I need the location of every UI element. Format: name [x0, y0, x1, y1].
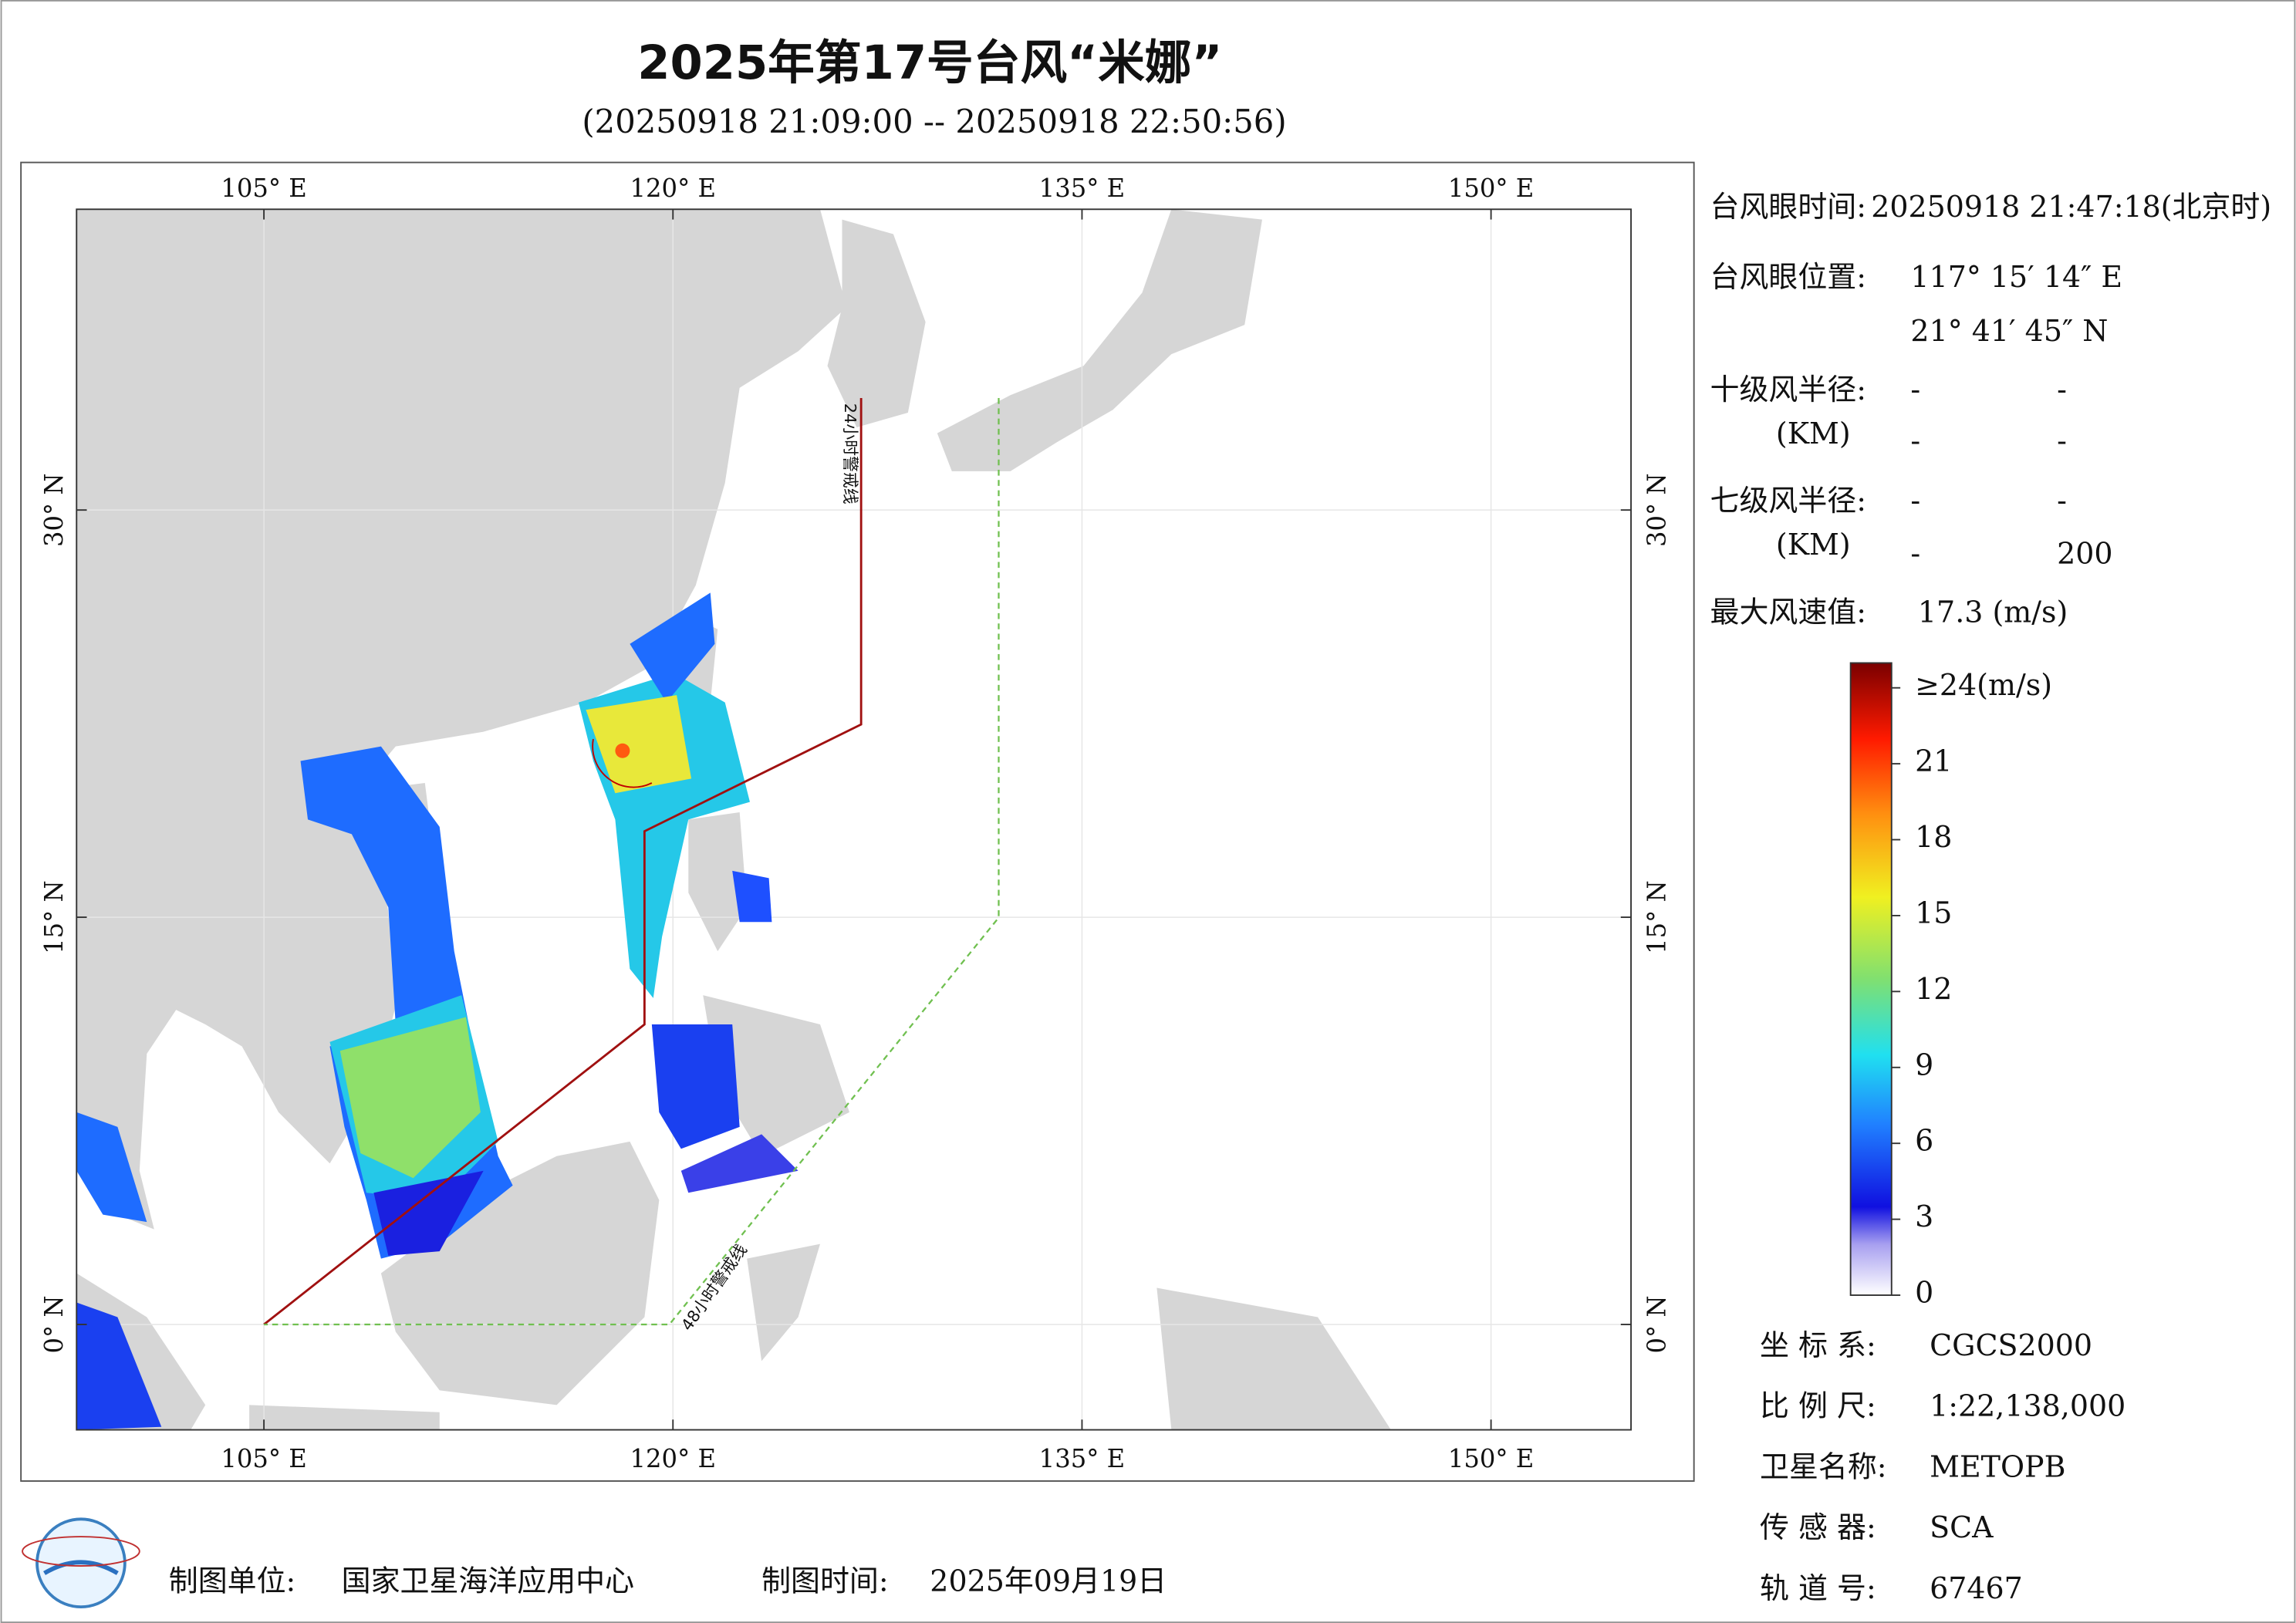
info-value: - [2057, 423, 2067, 457]
lon-tick-label: 120° E [630, 174, 716, 203]
meta-label: 比 例 尺: [1760, 1389, 1876, 1423]
warning-line-24h [263, 398, 863, 1326]
meta-value: CGCS2000 [1930, 1328, 2092, 1362]
info-label: 七级风半径: [1710, 484, 1866, 518]
info-value: 17.3 (m/s) [1918, 595, 2068, 629]
swath-east-core [586, 695, 692, 794]
lat-tick-label: 0° N [39, 1295, 69, 1353]
footer-value: 国家卫星海洋应用中心 [342, 1564, 634, 1598]
swath-east-north [630, 592, 715, 703]
swath-sumatra [76, 1302, 162, 1430]
map-frame [20, 161, 1695, 1482]
sulawesi [747, 1243, 821, 1361]
warning-line-48h [264, 398, 1000, 1326]
logo [22, 1517, 140, 1609]
meta-label: 卫星名称: [1760, 1449, 1887, 1483]
lat-tick-label: 30° N [1643, 473, 1672, 547]
java [249, 1405, 440, 1430]
info-unit: (KM) [1776, 417, 1851, 450]
lon-tick-label: 135° E [1039, 174, 1125, 203]
colorbar [1849, 662, 1893, 1296]
new-guinea [1156, 1287, 1391, 1430]
meta-label: 轨 道 号: [1760, 1571, 1876, 1605]
map-border [76, 208, 1633, 1431]
footer-value: 2025年09月19日 [930, 1564, 1167, 1598]
mindanao [703, 995, 849, 1156]
meta-value: METOPB [1930, 1449, 2065, 1483]
swath-luzon [732, 870, 772, 923]
luzon [688, 812, 748, 952]
info-label: 台风眼时间: [1710, 190, 1866, 224]
swath-west-south [373, 1170, 484, 1256]
footer-label: 制图单位: [169, 1564, 296, 1598]
footer-label: 制图时间: [761, 1564, 889, 1598]
lon-tick-label: 105° E [221, 1444, 306, 1473]
info-value: 20250918 21:47:18(北京时) [1871, 190, 2271, 224]
lon-tick-label: 135° E [1039, 1444, 1125, 1473]
lat-tick-label: 15° N [1643, 880, 1672, 954]
wind-swath [76, 592, 799, 1430]
title: 2025年第17号台风“米娜” [637, 36, 1222, 90]
colorbar-label: 21 [1915, 744, 1952, 778]
lon-tick-label: 120° E [630, 1444, 716, 1473]
colorbar-label: 9 [1915, 1048, 1933, 1081]
info-value: 117° 15′ 14″ E [1910, 260, 2122, 294]
swath-celebes [680, 1134, 799, 1193]
lat-tick-label: 30° N [39, 473, 69, 547]
colorbar-label: 0 [1915, 1276, 1933, 1310]
mainland [76, 209, 847, 1230]
typhoon-eye [615, 743, 630, 758]
info-label: 台风眼位置: [1710, 260, 1866, 294]
meta-value: 67467 [1930, 1571, 2023, 1605]
info-label: 十级风半径: [1710, 373, 1866, 407]
info-value: - [1910, 484, 1920, 518]
subtitle: (20250918 21:09:00 -- 20250918 22:50:56) [582, 103, 1286, 140]
info-value: - [1910, 373, 1920, 407]
meta-value: SCA [1930, 1510, 1994, 1544]
logo-orbit [22, 1536, 140, 1567]
wind-radius [592, 738, 653, 788]
meta-label: 传 感 器: [1760, 1510, 1876, 1544]
borneo [380, 1141, 660, 1405]
japan [937, 209, 1262, 471]
info-value: 200 [2057, 536, 2112, 570]
lon-tick-label: 150° E [1448, 1444, 1534, 1473]
lon-tick-label: 105° E [221, 174, 306, 203]
logo-wave [43, 1560, 119, 1575]
info-value: - [2057, 484, 2067, 518]
colorbar-label: 12 [1915, 972, 1952, 1006]
info-panel: 台风眼时间: 20250918 21:47:18(北京时) 台风眼位置: 117… [1710, 190, 2272, 629]
lon-tick-label: 150° E [1448, 174, 1534, 203]
korea [827, 219, 926, 427]
info-value: - [2057, 373, 2067, 407]
info-value: - [1910, 423, 1920, 457]
swath-sulu [651, 1024, 740, 1149]
info-value: - [1910, 536, 1920, 570]
lat-tick-label: 15° N [39, 880, 69, 954]
info-value: 21° 41′ 45″ N [1910, 314, 2108, 348]
info-label: 最大风速值: [1710, 595, 1866, 629]
meta-value: 1:22,138,000 [1930, 1389, 2125, 1423]
colorbar-label: 18 [1915, 820, 1952, 854]
colorbar-label: 6 [1915, 1124, 1933, 1158]
lat-tick-label: 0° N [1643, 1295, 1672, 1353]
colorbar-label: ≥24(m/s) [1915, 668, 2052, 702]
info-unit: (KM) [1776, 528, 1851, 562]
meta-label: 坐 标 系: [1760, 1328, 1876, 1362]
colorbar-label: 3 [1915, 1200, 1933, 1233]
colorbar-label: 15 [1915, 896, 1952, 930]
swath-west-core [339, 1017, 481, 1179]
swath-malacca [76, 1112, 147, 1223]
warning-24h-label: 24小时警戒线 [841, 403, 859, 504]
